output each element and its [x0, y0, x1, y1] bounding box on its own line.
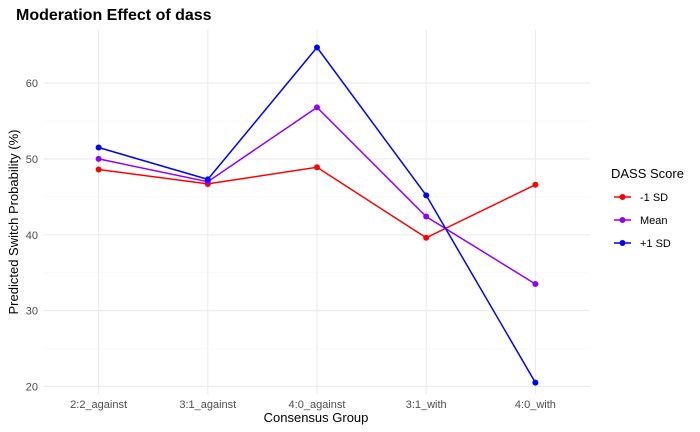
data-point [532, 281, 539, 288]
legend: DASS Score -1 SD Mean +1 SD [611, 166, 684, 250]
x-tick-label: 4:0_with [515, 399, 556, 411]
y-tick-label: 60 [26, 78, 38, 90]
legend-item: Mean [614, 215, 668, 227]
y-tick-label: 40 [26, 230, 38, 242]
series-3 [95, 44, 539, 386]
x-tick-label: 4:0_against [289, 399, 346, 411]
y-tick-label: 50 [26, 154, 38, 166]
data-point [95, 155, 102, 162]
data-point [314, 44, 320, 51]
x-tick-label: 3:1_with [406, 399, 447, 411]
legend-title: DASS Score [611, 166, 684, 181]
legend-item: +1 SD [614, 238, 671, 250]
chart-title: Moderation Effect of dass [16, 7, 212, 24]
legend-point-key [619, 240, 626, 246]
plot-area: 20 30 40 50 60 2:2_against 3:1_against 4:0_aga… [26, 30, 590, 411]
data-point [423, 213, 430, 220]
data-point [95, 144, 102, 151]
y-axis-ticks: 20 30 40 50 60 [26, 78, 38, 393]
x-tick-label: 3:1_against [179, 399, 236, 411]
y-tick-label: 20 [26, 381, 38, 393]
series-layer [95, 44, 539, 386]
legend-item: -1 SD [614, 192, 668, 204]
data-point [532, 379, 539, 386]
data-point [532, 181, 539, 188]
legend-label: Mean [640, 215, 668, 227]
data-point [423, 192, 430, 199]
data-point [314, 164, 320, 171]
x-tick-label: 2:2_against [70, 399, 127, 411]
grid [44, 30, 590, 394]
data-point [95, 166, 102, 173]
data-point [423, 234, 430, 241]
x-axis-ticks: 2:2_against 3:1_against 4:0_against 3:1_wit… [70, 399, 556, 411]
legend-label: -1 SD [640, 192, 668, 204]
legend-point-key [619, 194, 626, 200]
legend-point-key [619, 217, 626, 223]
data-point [204, 176, 211, 183]
x-axis-title: Consensus Group [264, 410, 369, 425]
legend-label: +1 SD [640, 238, 671, 250]
data-point [314, 104, 320, 111]
y-axis-title: Predicted Switch Probability (%) [6, 130, 21, 315]
y-tick-label: 30 [26, 306, 38, 318]
